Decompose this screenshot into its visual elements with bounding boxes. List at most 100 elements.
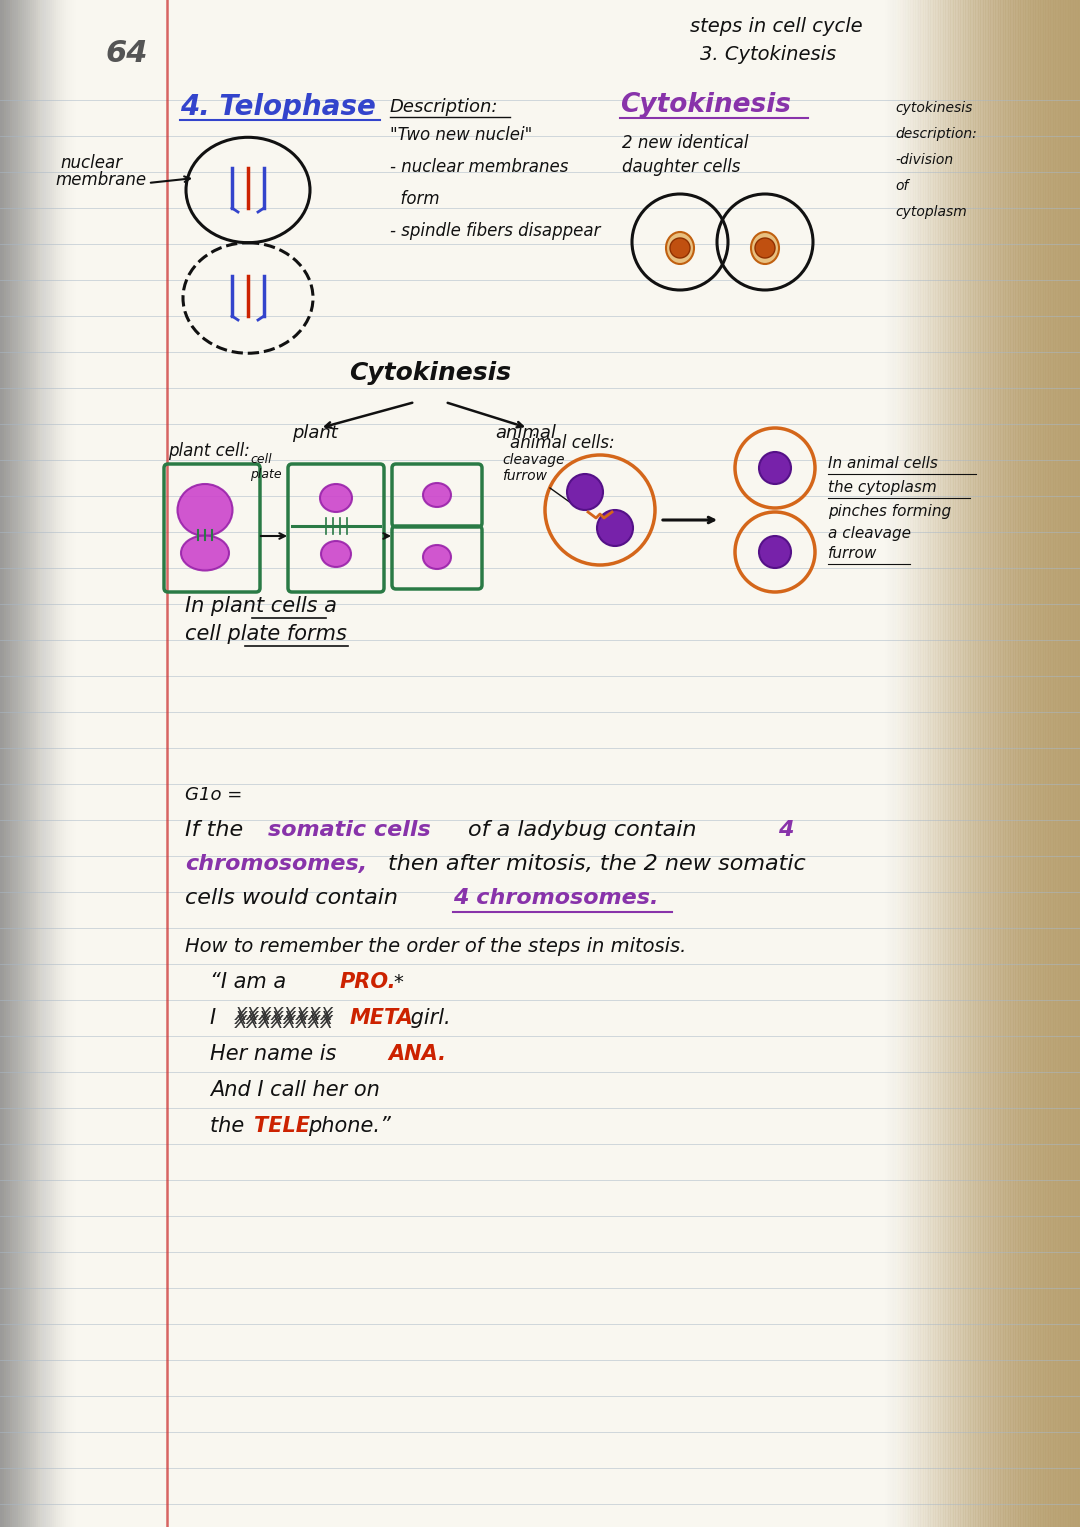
Bar: [1071, 0, 1080, 1527]
Text: 4 chromosomes.: 4 chromosomes.: [453, 889, 659, 909]
Bar: [1037, 0, 1045, 1527]
Bar: [0, 0, 54, 1527]
Text: the cytoplasm: the cytoplasm: [828, 479, 936, 495]
Text: META: META: [350, 1008, 414, 1028]
Text: somatic cells: somatic cells: [268, 820, 431, 840]
Bar: [1067, 0, 1076, 1527]
Text: furrow: furrow: [828, 547, 877, 560]
Bar: [954, 0, 962, 1527]
Bar: [976, 0, 986, 1527]
Bar: [915, 0, 924, 1527]
Bar: [902, 0, 910, 1527]
Bar: [0, 0, 52, 1527]
Text: plant: plant: [292, 425, 338, 441]
Bar: [1031, 0, 1041, 1527]
Text: ANA.: ANA.: [388, 1044, 446, 1064]
Bar: [1064, 0, 1072, 1527]
Bar: [912, 0, 920, 1527]
Bar: [982, 0, 990, 1527]
Bar: [991, 0, 1001, 1527]
Bar: [1053, 0, 1063, 1527]
Text: daughter cells: daughter cells: [622, 157, 741, 176]
Bar: [1077, 0, 1080, 1527]
Bar: [0, 0, 46, 1527]
Bar: [0, 0, 22, 1527]
Text: cleavage
furrow: cleavage furrow: [502, 454, 565, 483]
Bar: [1013, 0, 1023, 1527]
Bar: [935, 0, 944, 1527]
Ellipse shape: [751, 232, 779, 264]
Bar: [0, 0, 64, 1527]
Bar: [0, 0, 50, 1527]
Bar: [1025, 0, 1034, 1527]
Bar: [1034, 0, 1042, 1527]
Bar: [899, 0, 907, 1527]
Bar: [0, 0, 12, 1527]
Bar: [985, 0, 994, 1527]
Text: G1o =: G1o =: [185, 786, 242, 805]
Circle shape: [597, 510, 633, 547]
Ellipse shape: [181, 536, 229, 571]
Bar: [0, 0, 24, 1527]
Text: chromosomes,: chromosomes,: [185, 854, 367, 873]
Bar: [881, 0, 891, 1527]
Bar: [936, 0, 946, 1527]
Text: 3. Cytokinesis: 3. Cytokinesis: [700, 44, 836, 64]
Text: "Two new nuclei": "Two new nuclei": [390, 127, 532, 144]
Bar: [1024, 0, 1032, 1527]
Bar: [1058, 0, 1067, 1527]
Text: then after mitosis, the 2 new somatic: then after mitosis, the 2 new somatic: [388, 854, 806, 873]
Text: cytokinesis: cytokinesis: [895, 101, 972, 115]
Bar: [0, 0, 58, 1527]
Ellipse shape: [321, 541, 351, 567]
Text: form: form: [390, 189, 440, 208]
Bar: [1052, 0, 1061, 1527]
Bar: [0, 0, 26, 1527]
Bar: [1062, 0, 1070, 1527]
Bar: [1027, 0, 1036, 1527]
Text: Cytokinesis: Cytokinesis: [620, 92, 791, 118]
Bar: [939, 0, 947, 1527]
Bar: [0, 0, 28, 1527]
Text: TELE: TELE: [254, 1116, 310, 1136]
Bar: [923, 0, 932, 1527]
Text: “I am a: “I am a: [210, 973, 293, 993]
Bar: [0, 0, 30, 1527]
Bar: [0, 0, 10, 1527]
Bar: [1068, 0, 1078, 1527]
Bar: [972, 0, 981, 1527]
Bar: [951, 0, 961, 1527]
Bar: [1059, 0, 1069, 1527]
Bar: [945, 0, 954, 1527]
Bar: [0, 0, 72, 1527]
Ellipse shape: [423, 483, 451, 507]
Bar: [0, 0, 68, 1527]
Bar: [948, 0, 957, 1527]
Text: If the: If the: [185, 820, 251, 840]
Text: Her name is: Her name is: [210, 1044, 343, 1064]
Bar: [1012, 0, 1021, 1527]
Text: steps in cell cycle: steps in cell cycle: [690, 17, 863, 37]
Text: cells would contain: cells would contain: [185, 889, 399, 909]
Text: the: the: [210, 1116, 251, 1136]
Bar: [1050, 0, 1059, 1527]
Bar: [1040, 0, 1049, 1527]
Bar: [929, 0, 937, 1527]
Bar: [1010, 0, 1020, 1527]
Circle shape: [755, 238, 775, 258]
Text: And I call her on: And I call her on: [210, 1080, 380, 1099]
Bar: [1049, 0, 1057, 1527]
Bar: [892, 0, 901, 1527]
Bar: [943, 0, 953, 1527]
Bar: [1007, 0, 1015, 1527]
Bar: [0, 0, 4, 1527]
Bar: [950, 0, 959, 1527]
Bar: [963, 0, 972, 1527]
Bar: [895, 0, 904, 1527]
Ellipse shape: [666, 232, 694, 264]
Bar: [883, 0, 892, 1527]
Bar: [987, 0, 996, 1527]
Bar: [1001, 0, 1011, 1527]
Bar: [905, 0, 914, 1527]
Bar: [942, 0, 950, 1527]
